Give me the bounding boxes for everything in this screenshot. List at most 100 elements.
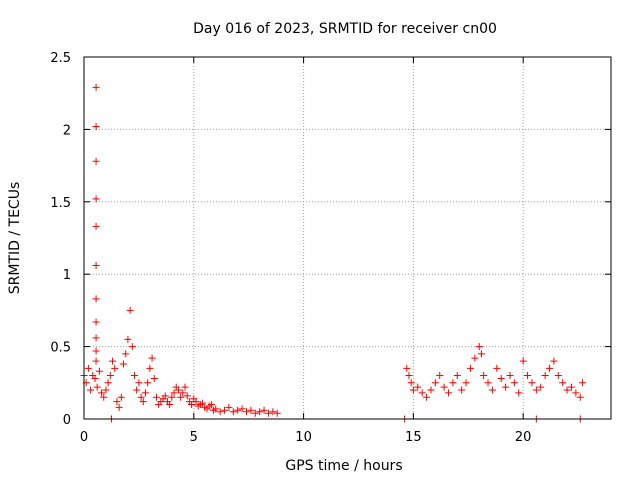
data-point	[407, 379, 415, 387]
data-point	[234, 406, 242, 414]
data-point	[563, 386, 571, 394]
axes: 0 5 10 15 20 0 0.5 1 1.5 2 2.5	[50, 51, 612, 445]
data-point	[528, 379, 536, 387]
data-point	[106, 372, 114, 380]
data-point	[572, 389, 580, 397]
y-tick-label: 1.5	[50, 196, 71, 211]
data-point	[128, 343, 136, 351]
data-point	[188, 401, 196, 409]
data-point	[183, 392, 191, 400]
data-point	[212, 405, 220, 413]
data-point	[92, 222, 100, 230]
x-tick-label: 10	[295, 430, 312, 445]
data-point	[247, 406, 255, 414]
data-point	[251, 409, 259, 417]
x-axis-title: GPS time / hours	[285, 458, 402, 474]
data-point	[493, 364, 501, 372]
data-point	[445, 389, 453, 397]
data-point	[576, 393, 584, 401]
y-tick-label: 0	[63, 413, 71, 428]
data-point	[462, 379, 470, 387]
data-points	[80, 83, 586, 423]
data-point	[91, 374, 99, 382]
data-point	[559, 379, 567, 387]
data-point	[92, 123, 100, 131]
data-point	[541, 372, 549, 380]
data-point	[181, 383, 189, 391]
data-point	[554, 372, 562, 380]
data-point	[104, 379, 112, 387]
data-point	[117, 393, 125, 401]
data-point	[166, 401, 174, 409]
data-point	[92, 83, 100, 91]
x-tick-label: 15	[405, 430, 422, 445]
y-tick-label: 2	[63, 123, 71, 138]
data-point	[152, 393, 160, 401]
data-point	[113, 398, 121, 406]
data-point	[216, 408, 224, 416]
data-point	[84, 364, 92, 372]
data-point	[98, 389, 106, 397]
data-point	[403, 364, 411, 372]
data-point	[139, 398, 147, 406]
data-point	[537, 383, 545, 391]
data-point	[179, 389, 187, 397]
data-point	[453, 372, 461, 380]
data-point	[225, 403, 233, 411]
data-point	[115, 403, 123, 411]
data-point	[567, 383, 575, 391]
data-point	[92, 347, 100, 355]
data-point	[488, 386, 496, 394]
data-point	[497, 374, 505, 382]
data-point	[92, 334, 100, 342]
y-tick-label: 0.5	[50, 341, 71, 356]
data-point	[124, 335, 132, 343]
data-point	[515, 389, 523, 397]
grid	[84, 57, 611, 419]
data-point	[111, 364, 119, 372]
data-point	[273, 409, 281, 417]
data-point	[256, 408, 264, 416]
data-point	[92, 318, 100, 326]
data-point	[109, 357, 117, 365]
data-point	[229, 408, 237, 416]
data-point	[174, 386, 182, 394]
data-point	[418, 389, 426, 397]
data-point	[506, 372, 514, 380]
data-point	[92, 295, 100, 303]
data-point	[436, 372, 444, 380]
data-point	[92, 357, 100, 365]
data-point	[168, 393, 176, 401]
x-tick-label: 20	[515, 430, 532, 445]
data-point	[221, 406, 229, 414]
data-point	[427, 386, 435, 394]
data-point	[524, 372, 532, 380]
data-point	[150, 374, 158, 382]
data-point	[95, 367, 103, 375]
data-point	[449, 379, 457, 387]
data-point	[199, 399, 207, 407]
data-point	[92, 195, 100, 203]
y-tick-label: 1	[63, 268, 71, 283]
chart-title: Day 016 of 2023, SRMTID for receiver cn0…	[193, 21, 497, 37]
data-point	[87, 386, 95, 394]
data-point	[440, 383, 448, 391]
data-point	[170, 389, 178, 397]
data-point	[466, 364, 474, 372]
x-tick-label: 5	[190, 430, 198, 445]
data-point	[141, 389, 149, 397]
plot-frame	[83, 56, 612, 420]
data-point	[550, 357, 558, 365]
data-point	[120, 360, 128, 368]
data-point	[133, 386, 141, 394]
data-point	[100, 393, 108, 401]
data-point	[144, 379, 152, 387]
y-tick-label: 2.5	[50, 51, 71, 66]
data-point	[431, 379, 439, 387]
data-point	[135, 379, 143, 387]
data-point	[192, 398, 200, 406]
y-axis-title: SRMTID / TECUs	[7, 182, 23, 295]
data-point	[137, 393, 145, 401]
data-point	[93, 383, 101, 391]
